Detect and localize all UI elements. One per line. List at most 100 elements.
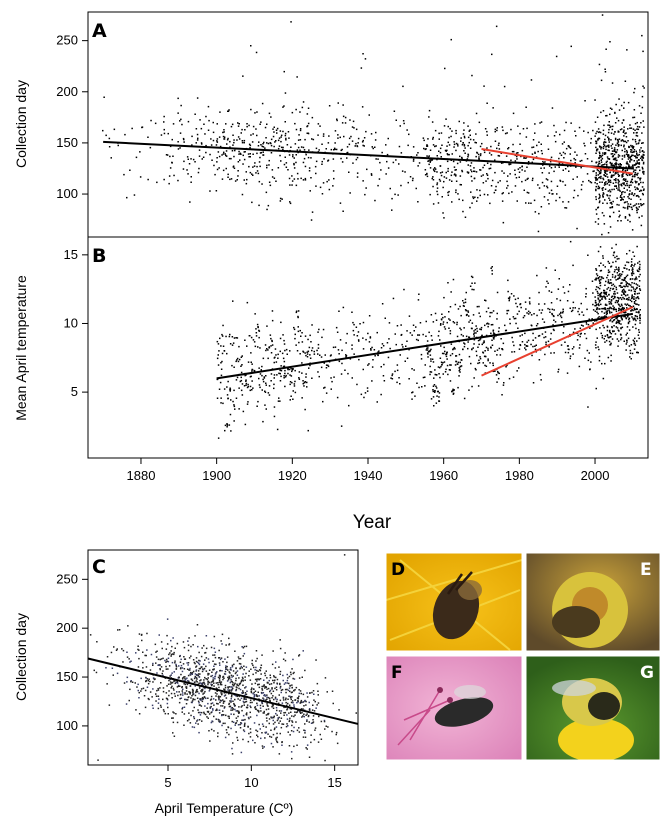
data-point <box>243 151 245 153</box>
data-point <box>436 374 438 376</box>
data-point <box>220 692 222 694</box>
data-point <box>294 380 296 383</box>
data-point <box>631 352 634 355</box>
data-point <box>620 303 623 306</box>
data-point <box>589 327 591 329</box>
data-point <box>638 268 640 270</box>
x-tick-label: 10 <box>244 775 258 790</box>
data-point <box>639 177 642 179</box>
data-point <box>208 673 210 675</box>
data-point <box>274 679 276 681</box>
data-point <box>307 122 310 125</box>
data-point <box>225 665 227 667</box>
data-point <box>356 156 359 159</box>
data-point <box>628 165 631 168</box>
data-point <box>240 153 242 155</box>
data-point <box>498 347 501 350</box>
data-point <box>623 154 626 157</box>
data-point <box>610 307 612 309</box>
data-point <box>542 160 544 163</box>
data-point <box>621 122 623 124</box>
data-point <box>597 294 599 297</box>
data-point <box>252 174 254 176</box>
data-point <box>300 146 303 148</box>
data-point <box>539 122 541 124</box>
data-point <box>507 290 509 293</box>
data-point <box>626 274 629 276</box>
data-point <box>602 147 605 150</box>
data-point <box>235 686 238 688</box>
data-point <box>586 173 589 175</box>
data-point <box>495 25 498 28</box>
data-point <box>105 667 107 669</box>
data-point <box>271 344 274 346</box>
data-point <box>284 372 286 375</box>
data-point <box>377 354 379 357</box>
data-point <box>624 191 626 194</box>
data-point <box>634 288 637 291</box>
data-point <box>250 352 252 354</box>
data-point <box>595 196 597 198</box>
data-point <box>634 278 637 280</box>
data-point <box>159 658 161 661</box>
data-point <box>626 261 628 263</box>
data-point <box>279 647 282 650</box>
data-point <box>617 145 620 147</box>
data-point <box>515 302 517 305</box>
data-point <box>517 152 519 154</box>
data-point <box>611 153 614 155</box>
data-point <box>225 335 227 338</box>
data-point <box>624 80 627 82</box>
data-point <box>198 155 201 157</box>
data-point <box>534 123 536 125</box>
data-point <box>320 366 323 369</box>
data-point <box>479 315 481 318</box>
data-point <box>167 713 169 715</box>
data-point <box>463 302 465 304</box>
data-point <box>397 194 399 196</box>
data-point <box>406 330 408 332</box>
data-point <box>595 152 597 154</box>
data-point <box>599 200 601 202</box>
data-point <box>618 98 620 100</box>
data-point <box>191 695 193 697</box>
data-point <box>228 644 230 646</box>
data-point <box>600 169 602 171</box>
data-point <box>640 147 642 149</box>
data-point <box>186 668 189 670</box>
data-point <box>226 352 228 355</box>
data-point <box>262 705 264 707</box>
data-point <box>453 346 456 349</box>
data-point <box>241 394 244 396</box>
data-point <box>159 668 161 671</box>
data-point <box>598 137 601 140</box>
data-point <box>636 278 638 280</box>
data-point <box>249 335 251 337</box>
data-point <box>380 169 382 171</box>
data-point <box>473 333 475 335</box>
data-point <box>213 164 215 167</box>
x-tick-label: 1960 <box>429 468 458 483</box>
data-point <box>592 129 594 132</box>
data-point <box>626 189 628 191</box>
data-point <box>286 714 288 716</box>
data-point <box>609 202 612 204</box>
data-point <box>239 667 241 670</box>
data-point <box>317 331 319 333</box>
data-point <box>302 701 305 703</box>
data-point <box>594 296 596 298</box>
data-point <box>615 185 617 188</box>
data-point <box>459 365 462 368</box>
data-point <box>433 384 436 386</box>
data-point <box>485 365 488 367</box>
data-point <box>163 128 165 131</box>
data-point <box>195 670 197 672</box>
data-point <box>461 156 463 159</box>
data-point <box>142 687 145 690</box>
data-point <box>270 736 273 738</box>
data-point <box>321 336 323 339</box>
data-point <box>601 164 603 166</box>
data-point <box>532 177 534 180</box>
data-point <box>599 146 601 148</box>
data-point <box>289 383 291 386</box>
